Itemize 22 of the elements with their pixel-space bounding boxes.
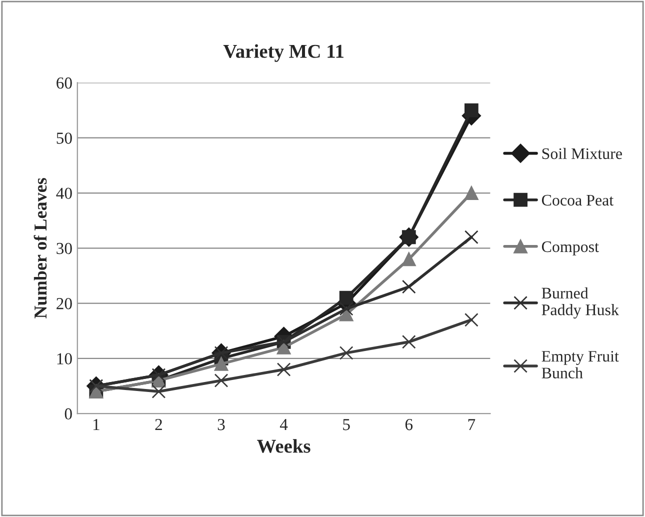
- legend-label: Empty Fruit Bunch: [542, 350, 619, 378]
- y-tick-label: 0: [64, 408, 72, 420]
- chart-title: Variety MC 11: [223, 44, 344, 62]
- legend-label: Compost: [542, 241, 599, 256]
- x-axis-title: Weeks: [257, 439, 310, 453]
- x-tick-label: 2: [155, 418, 162, 430]
- y-axis-title: Number of Leaves: [34, 178, 47, 318]
- x-tick-label: 1: [93, 419, 100, 430]
- y-tick-label: 40: [56, 188, 72, 199]
- y-tick-label: 60: [56, 77, 72, 89]
- x-tick-label: 5: [343, 419, 350, 430]
- x-tick-label: 3: [218, 418, 225, 430]
- x-tick-label: 6: [405, 418, 413, 430]
- y-tick-label: 10: [57, 353, 72, 364]
- y-tick-label: 50: [56, 132, 72, 144]
- x-tick-label: 7: [468, 419, 476, 430]
- legend-label: Soil Mixture: [542, 148, 622, 160]
- y-tick-label: 30: [56, 242, 72, 254]
- x-tick-label: 4: [280, 419, 288, 430]
- legend-label: Cocoa Peat: [542, 194, 614, 206]
- y-tick-label: 20: [56, 298, 72, 310]
- legend-label: Burned Paddy Husk: [542, 287, 619, 319]
